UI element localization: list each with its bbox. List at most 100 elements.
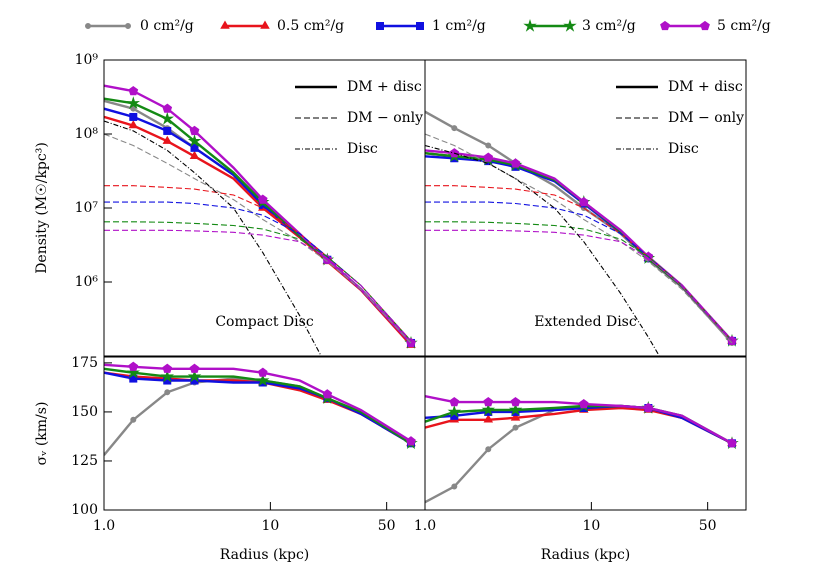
marker (322, 389, 333, 399)
x-axis-label: Radius (kpc) (220, 547, 310, 563)
plot-area (425, 110, 739, 356)
marker (187, 369, 202, 383)
legend-label: 3 cm²/g (582, 18, 636, 34)
y-tick-label: 10⁶ (75, 274, 99, 290)
marker (160, 111, 175, 125)
marker (162, 363, 173, 373)
marker (164, 389, 171, 396)
marker (376, 22, 384, 30)
marker (85, 23, 91, 29)
plot-area (104, 84, 418, 356)
marker (187, 134, 202, 147)
x-tick-label: 50 (378, 518, 396, 534)
y-tick-label: 150 (71, 404, 98, 420)
marker (449, 396, 460, 407)
y-tick-label: 125 (71, 453, 98, 469)
marker (256, 373, 270, 387)
marker (643, 402, 654, 413)
marker (130, 416, 137, 423)
y-axis-label: Density (M☉/kpc³) (34, 142, 50, 274)
marker (406, 436, 416, 446)
series-line (104, 371, 412, 445)
y-tick-label: 10⁹ (75, 52, 99, 68)
marker (727, 438, 737, 448)
marker (128, 120, 139, 129)
marker (189, 150, 200, 159)
marker (700, 20, 710, 31)
y-axis-label: σᵥ (km/s) (34, 402, 50, 466)
marker (451, 125, 458, 132)
series-line (104, 201, 412, 342)
marker (257, 194, 268, 204)
marker (481, 402, 495, 416)
plot-area (104, 361, 418, 456)
marker (163, 126, 172, 135)
marker (510, 396, 521, 407)
x-axis-label: Radius (kpc) (541, 547, 631, 563)
legend-label: DM + disc (668, 79, 743, 95)
marker (189, 363, 200, 373)
series-line (425, 149, 733, 342)
series-line (104, 363, 412, 443)
x-tick-label: 1.0 (93, 518, 115, 534)
series-line (425, 152, 733, 342)
legend-label: DM − only (668, 110, 744, 126)
marker (126, 96, 141, 110)
series-line (425, 229, 733, 342)
marker (220, 20, 230, 29)
marker (129, 112, 138, 121)
legend-label: 0.5 cm²/g (277, 18, 344, 34)
legend-label: 0 cm²/g (140, 18, 194, 34)
marker (510, 158, 521, 168)
panel-label: Extended Disc (534, 314, 637, 330)
marker (451, 483, 458, 490)
marker (483, 414, 494, 423)
marker (125, 23, 131, 29)
series-line (425, 221, 733, 342)
legend-label: DM + disc (347, 79, 422, 95)
y-tick-label: 10⁸ (75, 126, 99, 142)
marker (523, 18, 537, 32)
series-line (104, 133, 412, 344)
x-tick-label: 10 (261, 518, 279, 534)
legend-label: 5 cm²/g (717, 18, 771, 34)
marker (447, 404, 462, 418)
marker (483, 396, 494, 407)
marker (260, 20, 270, 29)
y-tick-label: 175 (71, 355, 98, 371)
series-line (104, 367, 412, 445)
x-tick-label: 50 (699, 518, 717, 534)
series-line (425, 201, 733, 342)
series-line (104, 221, 412, 342)
marker (483, 152, 494, 162)
marker (160, 369, 175, 383)
marker (563, 18, 577, 32)
legend-label: Disc (347, 141, 378, 157)
marker (257, 367, 268, 377)
marker (485, 142, 492, 149)
legend-label: Disc (668, 141, 699, 157)
plot-area (425, 395, 739, 504)
marker (508, 402, 523, 416)
legend-label: DM − only (347, 110, 423, 126)
marker (660, 20, 670, 31)
marker (128, 85, 139, 96)
series-line (425, 152, 733, 342)
marker (162, 135, 173, 144)
x-tick-label: 1.0 (414, 518, 436, 534)
marker (189, 125, 200, 136)
y-tick-label: 10⁷ (75, 200, 99, 216)
series-line (104, 229, 412, 342)
marker (578, 196, 589, 207)
marker (578, 398, 589, 409)
marker (512, 424, 519, 431)
marker (510, 412, 521, 421)
panel-frame (424, 356, 747, 511)
panel-label: Compact Disc (215, 314, 314, 330)
marker (416, 22, 424, 30)
marker (485, 446, 492, 453)
y-tick-label: 100 (71, 502, 98, 518)
series-line (425, 395, 733, 445)
marker (126, 365, 141, 379)
